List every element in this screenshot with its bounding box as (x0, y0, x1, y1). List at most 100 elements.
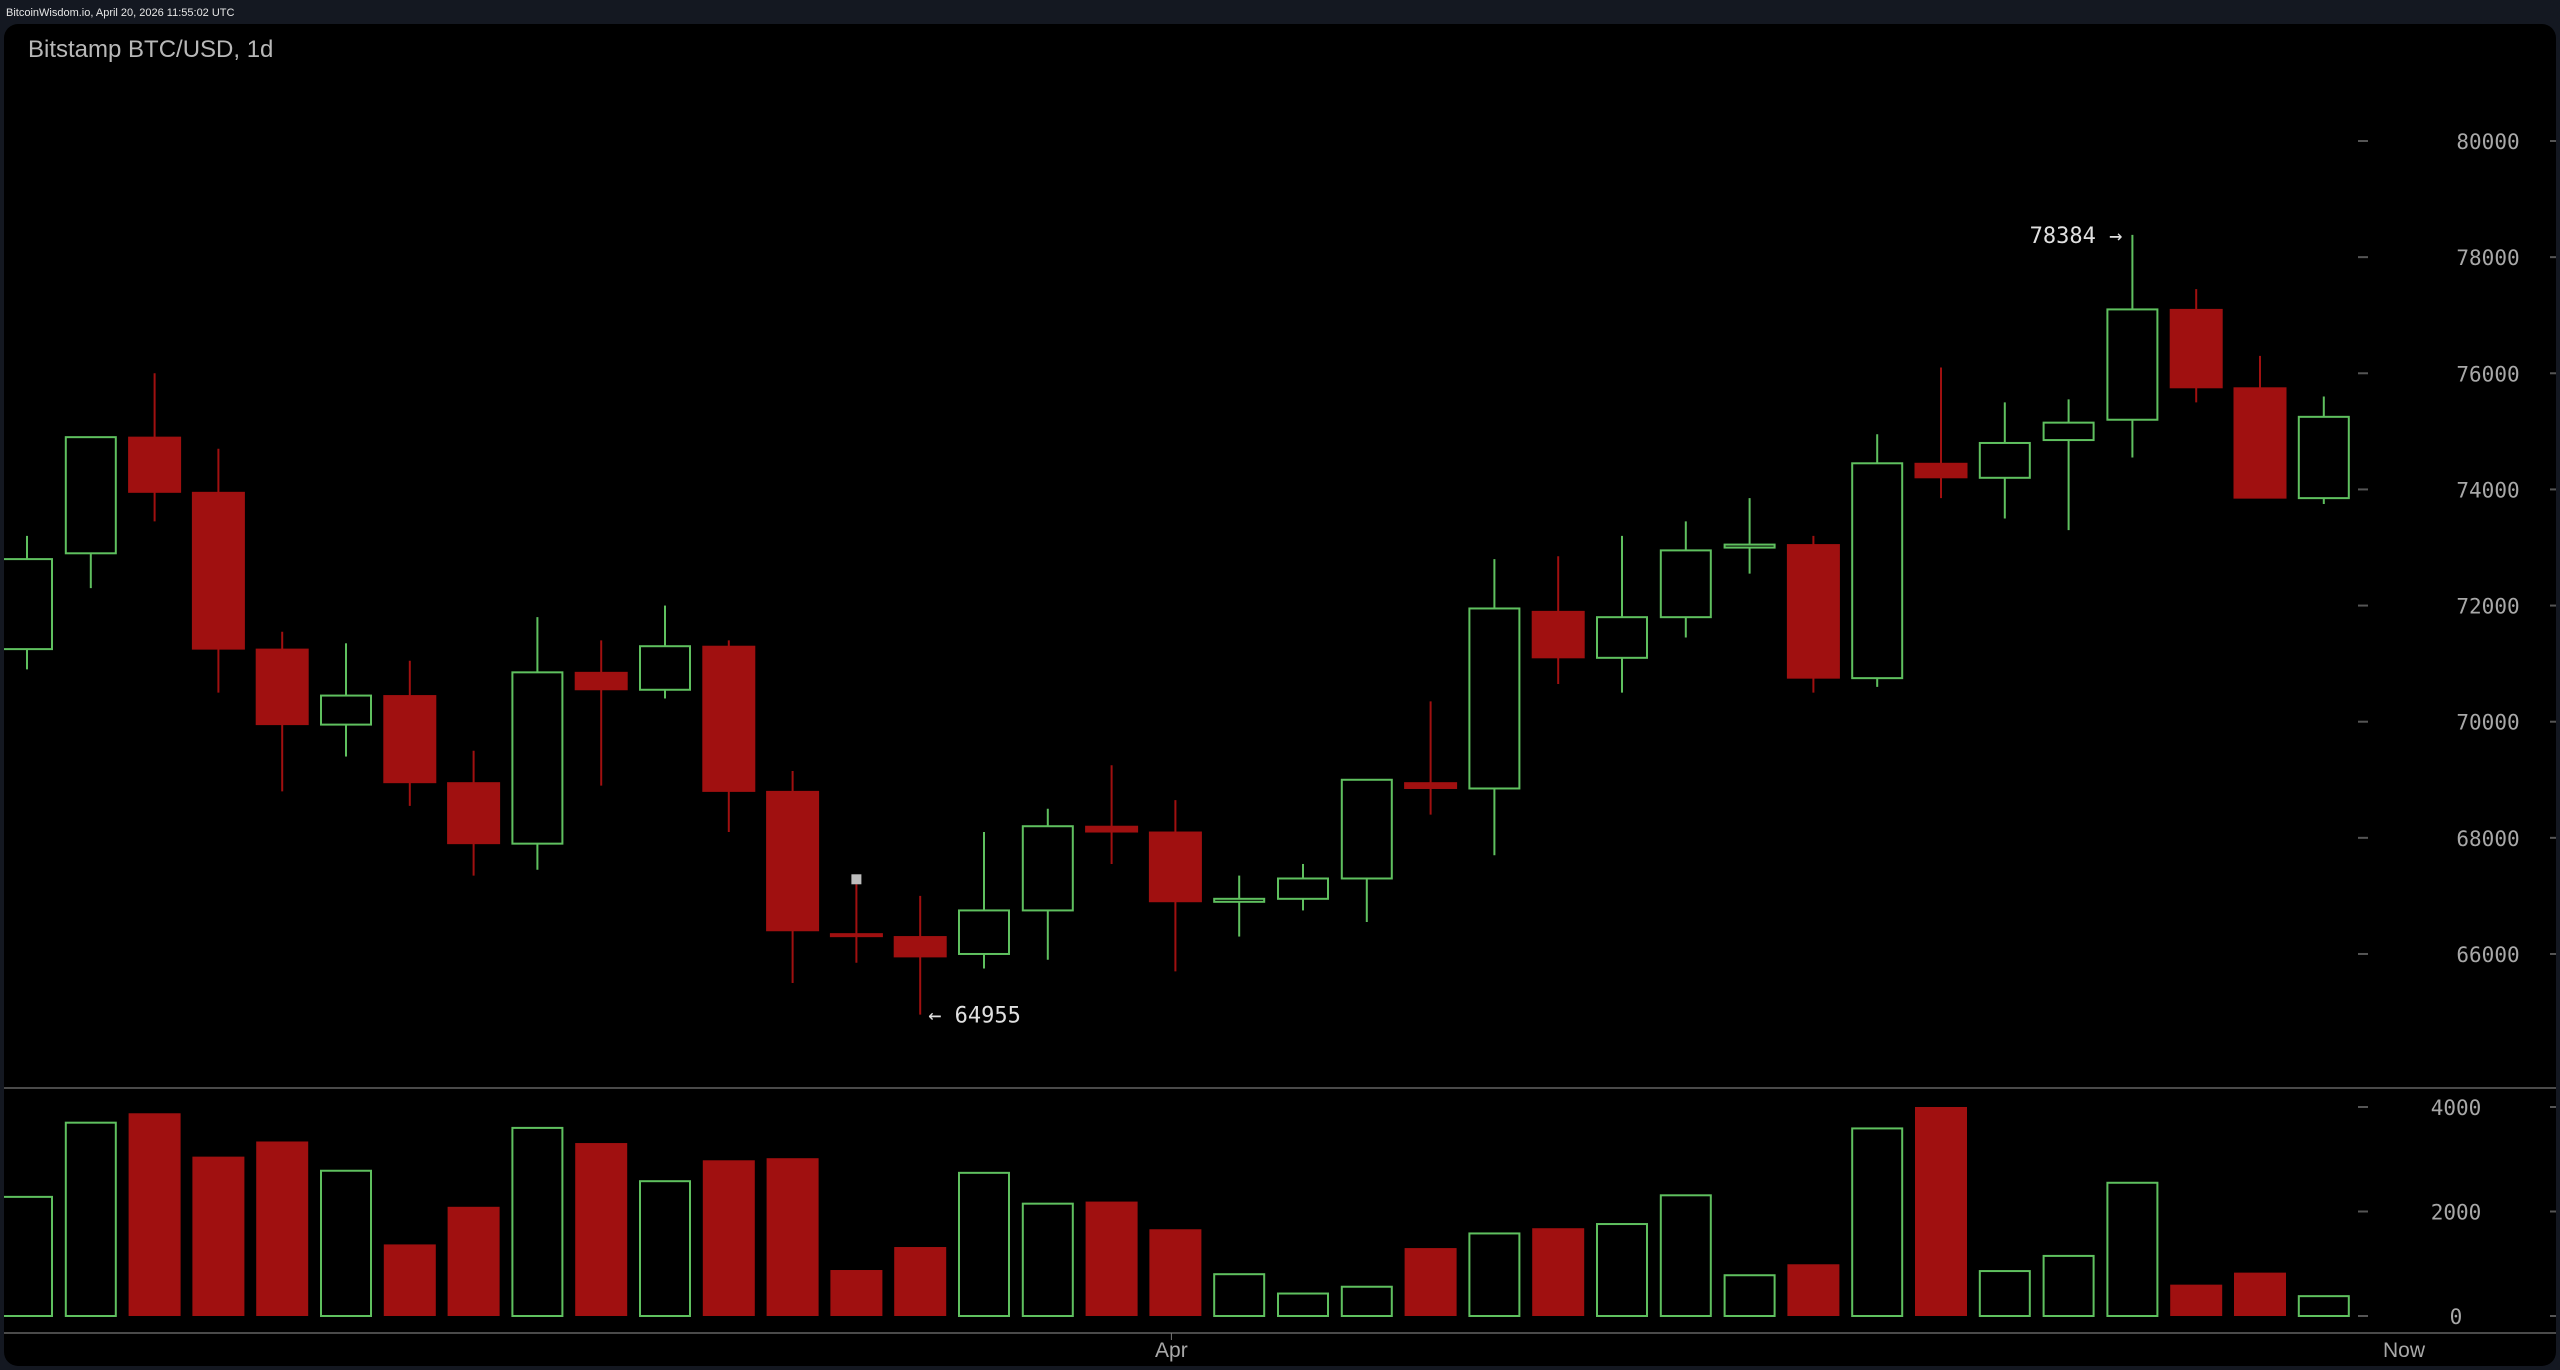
price-annotations: 78384 → ← 64955 (928, 224, 2122, 1029)
price-tick-label: 76000 (2456, 362, 2519, 386)
candle[interactable] (1277, 863, 1329, 911)
candle[interactable] (1148, 800, 1202, 972)
volume-bar (1468, 1232, 1521, 1317)
price-tick-label: 78000 (2456, 246, 2519, 270)
price-tick-label: 74000 (2456, 478, 2519, 502)
volume-bar (958, 1171, 1010, 1317)
volume-bar (1787, 1264, 1840, 1316)
candle[interactable] (639, 605, 691, 699)
candle[interactable] (829, 874, 883, 963)
candle[interactable] (1213, 875, 1266, 937)
candle[interactable] (191, 448, 245, 693)
candle[interactable] (320, 643, 372, 757)
candle[interactable] (1021, 808, 1074, 960)
candle[interactable] (2297, 396, 2350, 504)
candlestick-chart[interactable]: 80000 78000 76000 74000 72000 70000 68000 66000… (4, 24, 2556, 1366)
volume-bar (2106, 1181, 2159, 1317)
volume-bar (2170, 1284, 2223, 1316)
chart-panel: 80000 78000 76000 74000 72000 70000 68000 66000… (4, 24, 2556, 1366)
volume-bar (1532, 1228, 1585, 1316)
price-tick-label: 70000 (2456, 711, 2519, 735)
candle[interactable] (1531, 556, 1585, 684)
candle[interactable] (511, 617, 564, 870)
volume-bar (639, 1180, 691, 1317)
candle[interactable] (958, 832, 1010, 969)
volume-bar (256, 1141, 309, 1316)
volume-bar (4, 1195, 53, 1317)
volume-bar (1277, 1292, 1329, 1317)
candle[interactable] (128, 373, 182, 522)
volume-bar (192, 1156, 245, 1316)
marker-icon (851, 874, 862, 885)
volume-axis: 4000 2000 0 (2358, 1096, 2556, 1329)
volume-bar (511, 1126, 564, 1318)
volume-bar (894, 1247, 947, 1316)
volume-bar (1085, 1201, 1138, 1316)
candle[interactable] (1978, 402, 2031, 519)
candle[interactable] (1659, 521, 1712, 638)
volume-bar (1596, 1223, 1648, 1318)
high-annotation: 78384 → (2030, 224, 2123, 249)
source-timestamp: BitcoinWisdom.io, April 20, 2026 11:55:0… (6, 7, 235, 19)
candle[interactable] (2169, 289, 2223, 403)
volume-bar (1978, 1270, 2031, 1317)
candle[interactable] (255, 631, 309, 792)
volume-bars (4, 1107, 2350, 1318)
time-axis: Apr Now (1155, 1333, 2426, 1362)
candle[interactable] (702, 640, 756, 833)
volume-bar (383, 1244, 436, 1316)
price-tick-label: 66000 (2456, 943, 2519, 967)
volume-bar (64, 1121, 117, 1318)
candle[interactable] (1914, 367, 1968, 499)
volume-tick-label: 4000 (2431, 1096, 2482, 1120)
volume-tick-label: 2000 (2431, 1201, 2482, 1225)
volume-bar (2234, 1272, 2286, 1316)
volume-bar (1149, 1229, 1202, 1316)
chart-title: Bitstamp BTC/USD, 1d (28, 36, 274, 63)
volume-bar (830, 1270, 883, 1316)
volume-bar (702, 1160, 755, 1316)
panel-dividers (4, 1087, 2556, 1334)
volume-bar (447, 1206, 500, 1316)
candle[interactable] (1404, 701, 1458, 815)
candle[interactable] (447, 750, 501, 876)
candle[interactable] (574, 640, 628, 786)
candle[interactable] (2106, 234, 2159, 458)
candle[interactable] (766, 771, 820, 984)
price-tick-label: 72000 (2456, 595, 2519, 619)
volume-tick-label: 0 (2450, 1305, 2463, 1329)
candle[interactable] (1340, 778, 1393, 923)
time-tick-label: Now (2383, 1339, 2426, 1362)
volume-bar (2297, 1295, 2350, 1318)
volume-bar (1723, 1274, 1776, 1317)
candle[interactable] (2233, 355, 2287, 499)
volume-bar (1213, 1273, 1266, 1317)
volume-bar (1021, 1202, 1074, 1317)
candles (4, 234, 2350, 1015)
volume-bar (1851, 1127, 1904, 1317)
price-tick-label: 68000 (2456, 827, 2519, 851)
candle[interactable] (64, 436, 117, 589)
candle[interactable] (1723, 498, 1776, 574)
candle[interactable] (1851, 434, 1904, 687)
candle[interactable] (4, 535, 53, 670)
candle[interactable] (383, 660, 437, 806)
price-axis: 80000 78000 76000 74000 72000 70000 68000 66000 (2358, 130, 2556, 967)
volume-bar (1404, 1248, 1457, 1316)
candle[interactable] (2042, 399, 2095, 531)
time-tick-label: Apr (1155, 1339, 1188, 1362)
candle[interactable] (1786, 535, 1840, 693)
price-tick-label: 80000 (2456, 130, 2519, 154)
volume-bar (1915, 1107, 1967, 1316)
low-annotation: ← 64955 (928, 1004, 1021, 1029)
candle[interactable] (1596, 535, 1648, 693)
volume-bar (1659, 1194, 1712, 1317)
volume-bar (128, 1113, 181, 1316)
volume-bar (766, 1158, 819, 1316)
volume-bar (575, 1143, 628, 1316)
candle[interactable] (1085, 765, 1139, 864)
volume-bar (2042, 1254, 2095, 1317)
volume-bar (320, 1169, 372, 1317)
candle[interactable] (1468, 559, 1521, 856)
candle[interactable] (893, 895, 947, 1015)
